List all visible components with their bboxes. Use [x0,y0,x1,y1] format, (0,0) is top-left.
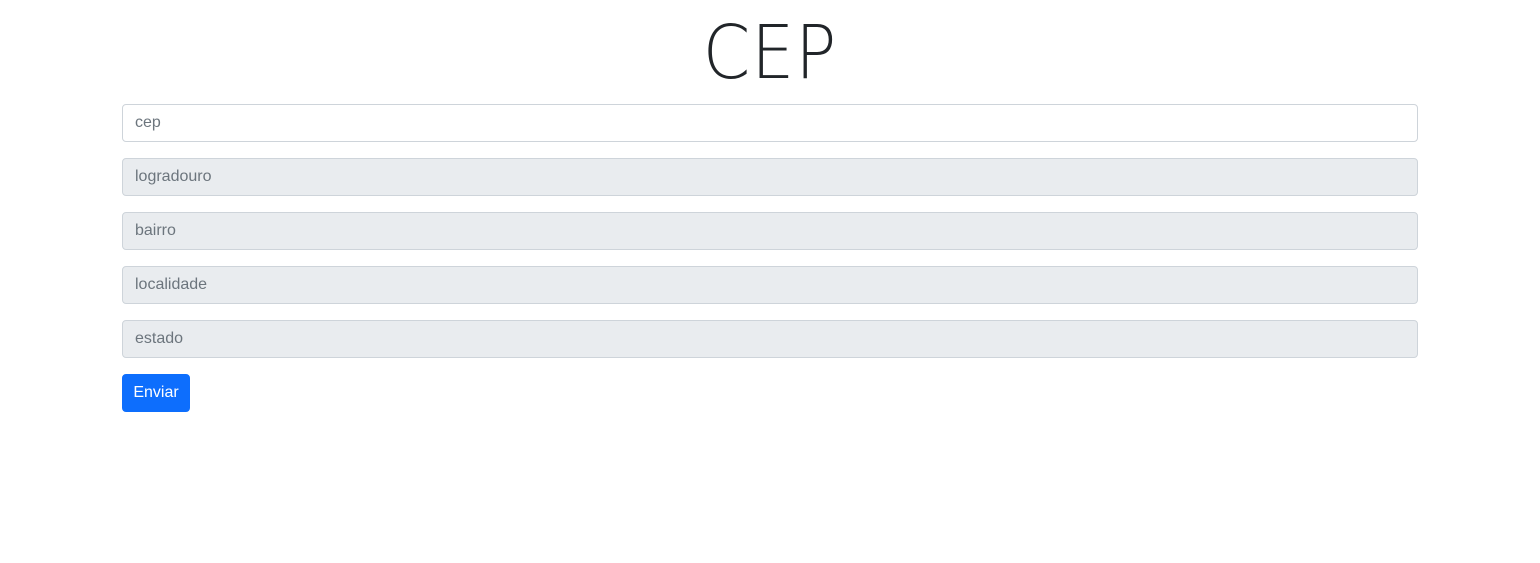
localidade-field[interactable] [122,266,1418,304]
estado-field[interactable] [122,320,1418,358]
submit-button[interactable]: Enviar [122,374,190,412]
logradouro-field[interactable] [122,158,1418,196]
cep-input[interactable] [122,104,1418,142]
page-title: CEP [702,10,838,96]
bairro-field[interactable] [122,212,1418,250]
cep-form: Enviar [122,104,1418,412]
